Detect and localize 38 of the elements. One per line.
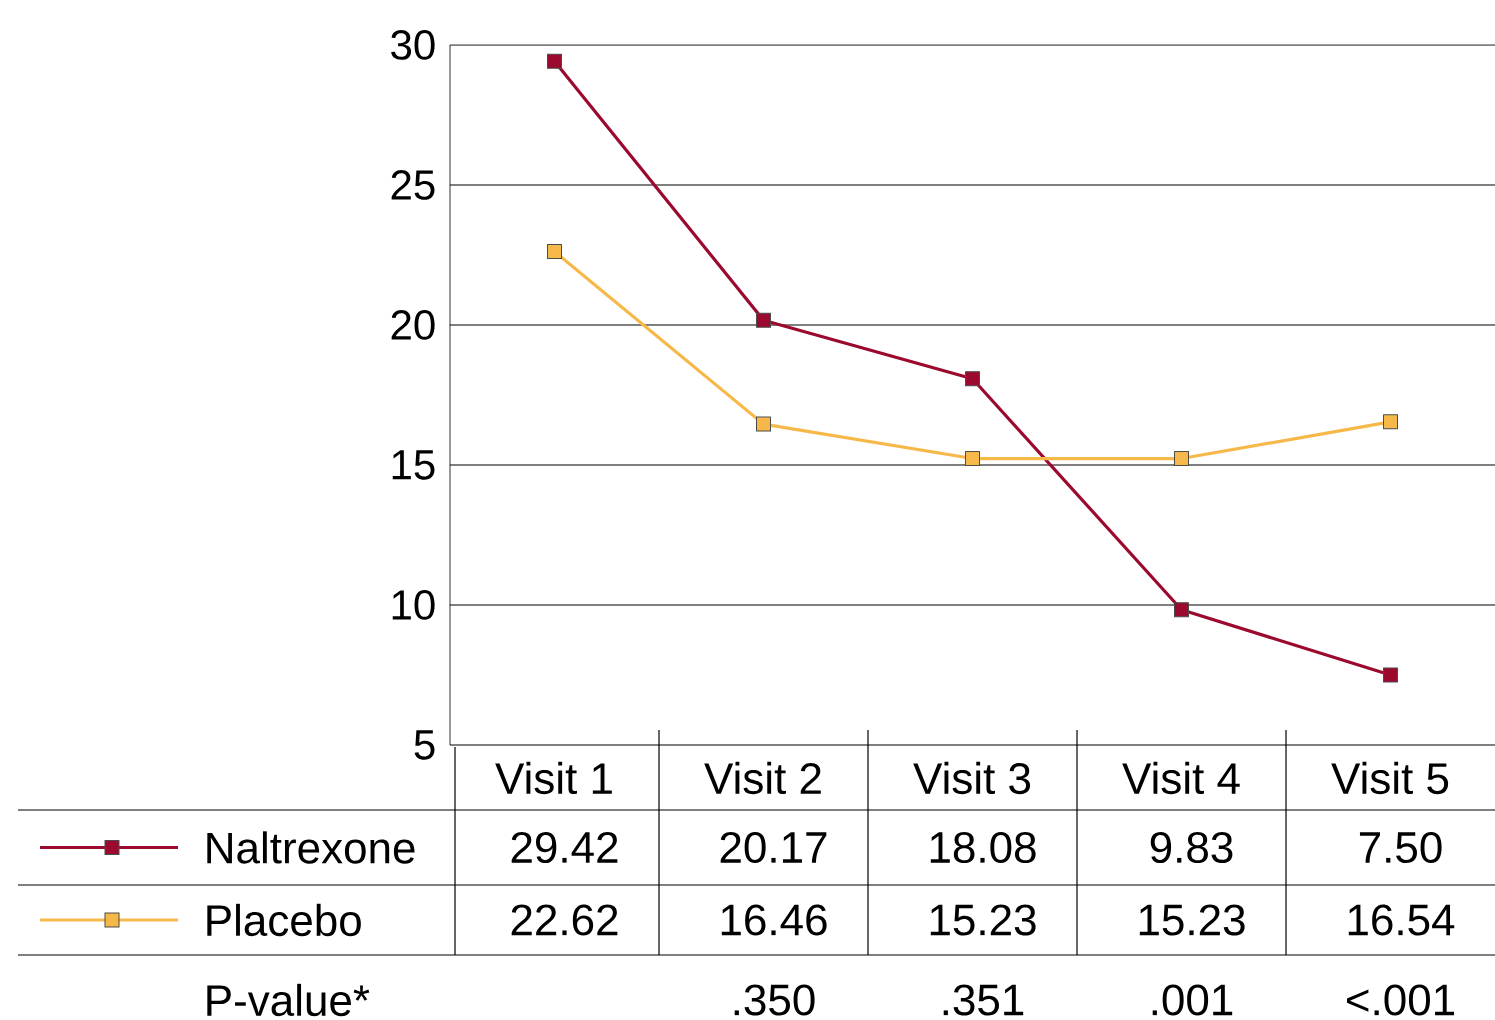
x-tick-label: Visit 2	[704, 761, 821, 795]
y-tick-label: 5	[414, 730, 435, 760]
y-tick-label: 15	[392, 450, 435, 480]
legend-label: Naltrexone	[207, 831, 415, 864]
y-tick-label: 20	[391, 310, 435, 340]
text: <.001	[1347, 984, 1455, 1016]
data-label: 20.17	[720, 831, 827, 864]
x-tick-label: Visit 3	[913, 761, 1031, 795]
point	[756, 416, 771, 432]
x-tick-label: Visit 1	[495, 761, 612, 795]
point	[547, 244, 562, 260]
point	[547, 53, 562, 69]
point	[1174, 602, 1190, 618]
point	[1383, 414, 1398, 430]
data-label: 16.46	[721, 904, 827, 936]
data-label: 16.54	[1348, 904, 1455, 936]
data-label: 22.62	[511, 904, 618, 936]
point	[965, 371, 981, 387]
point	[756, 312, 771, 328]
data-label: 15.23	[930, 904, 1036, 936]
data-label: 7.50	[1359, 831, 1442, 864]
data-label: 29.42	[511, 831, 618, 864]
data-label: 15.23	[1139, 904, 1245, 936]
y-tick-label: 30	[391, 30, 435, 60]
text: .350	[734, 984, 815, 1016]
x-tick-label: Visit 5	[1331, 761, 1449, 795]
text: P-value*	[207, 983, 370, 1017]
point	[1174, 451, 1190, 467]
data-label: 9.83	[1150, 831, 1233, 864]
legend-label: Placebo	[207, 903, 361, 937]
y-tick-label: 10	[392, 590, 435, 620]
point	[1383, 667, 1398, 683]
x-tick-label: Visit 4	[1122, 761, 1240, 795]
data-label: 18.08	[930, 831, 1036, 864]
text: .001	[1152, 984, 1233, 1016]
point	[965, 451, 981, 467]
text: .351	[943, 984, 1024, 1016]
y-tick-label: 25	[391, 170, 435, 200]
